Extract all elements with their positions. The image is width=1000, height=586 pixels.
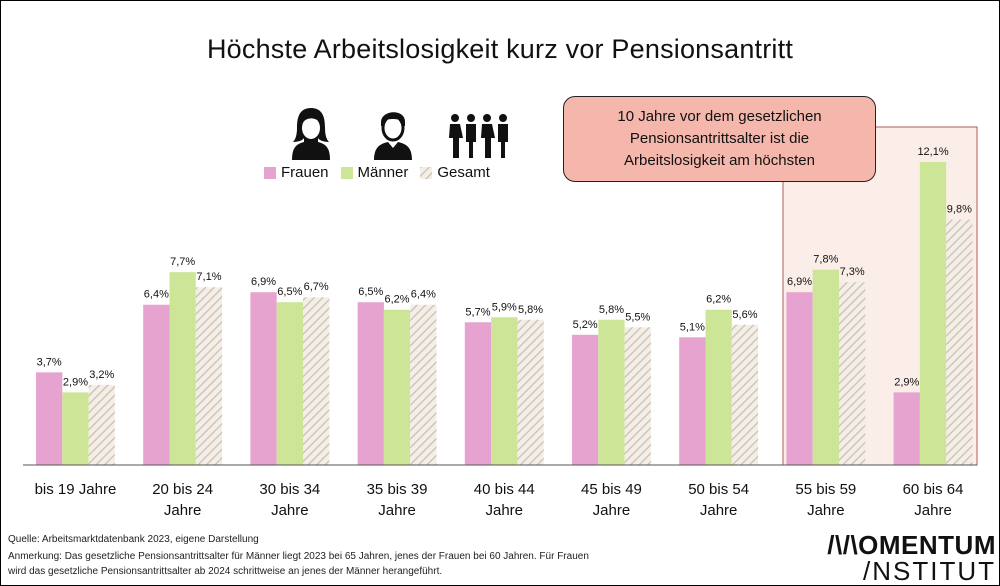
data-label-frauen-3: 6,5% bbox=[358, 286, 383, 298]
data-label-frauen-7: 6,9% bbox=[787, 276, 812, 288]
data-label-frauen-4: 5,7% bbox=[465, 306, 490, 318]
x-tick-label-6: 50 bis 54 bbox=[688, 481, 749, 498]
group-icon bbox=[449, 114, 508, 158]
data-label-maenner-6: 6,2% bbox=[706, 294, 731, 306]
man-icon bbox=[374, 112, 412, 160]
data-label-gesamt-2: 6,7% bbox=[304, 281, 329, 293]
data-label-frauen-8: 2,9% bbox=[894, 376, 919, 388]
woman-icon bbox=[292, 108, 330, 160]
data-label-gesamt-3: 6,4% bbox=[411, 289, 436, 301]
legend-item-gesamt: Gesamt bbox=[420, 164, 490, 181]
data-label-frauen-6: 5,1% bbox=[680, 321, 705, 333]
data-label-maenner-5: 5,8% bbox=[599, 304, 624, 316]
data-label-frauen-5: 5,2% bbox=[573, 319, 598, 331]
x-tick-label-5-line2: Jahre bbox=[593, 502, 631, 519]
legend-swatch-frauen bbox=[264, 166, 276, 179]
bar-maenner-7 bbox=[812, 269, 839, 465]
data-label-gesamt-0: 3,2% bbox=[89, 369, 114, 381]
bar-gesamt-8 bbox=[946, 219, 973, 465]
logo-institut: /NSTITUT bbox=[863, 556, 996, 586]
x-tick-label-8: 60 bis 64 bbox=[903, 481, 964, 498]
bar-frauen-2 bbox=[250, 292, 277, 465]
legend-label-gesamt: Gesamt bbox=[437, 164, 490, 181]
data-label-maenner-4: 5,9% bbox=[492, 301, 517, 313]
legend-label-frauen: Frauen bbox=[281, 164, 329, 181]
bar-frauen-4 bbox=[464, 322, 492, 465]
data-label-gesamt-7: 7,3% bbox=[840, 266, 865, 278]
logo-momentum: /\/\OMENTUM bbox=[827, 530, 996, 560]
bar-gesamt-6 bbox=[731, 324, 759, 465]
callout-box: 10 Jahre vor dem gesetzlichen Pensionsan… bbox=[563, 96, 876, 182]
x-tick-label-3-line2: Jahre bbox=[378, 502, 416, 519]
bar-gesamt-5 bbox=[624, 327, 651, 465]
legend-label-maenner: Männer bbox=[357, 164, 409, 181]
x-tick-label-7-line2: Jahre bbox=[807, 502, 845, 519]
x-tick-label-5: 45 bis 49 bbox=[581, 481, 642, 498]
bar-frauen-0 bbox=[36, 372, 63, 465]
bar-maenner-1 bbox=[169, 272, 196, 465]
data-label-gesamt-8: 9,8% bbox=[947, 204, 972, 216]
bar-frauen-5 bbox=[572, 334, 599, 465]
bar-gesamt-2 bbox=[303, 297, 330, 465]
x-tick-label-1: 20 bis 24 bbox=[152, 481, 213, 498]
bar-maenner-0 bbox=[62, 392, 89, 465]
legend-swatch-gesamt bbox=[420, 166, 433, 179]
footer-note-line2: wird das gesetzliche Pensionsantrittsalt… bbox=[8, 566, 443, 577]
footer-source: Quelle: Arbeitsmarktdatenbank 2023, eige… bbox=[8, 534, 259, 545]
x-tick-label-4-line2: Jahre bbox=[485, 502, 523, 519]
x-tick-label-0: bis 19 Jahre bbox=[35, 481, 117, 498]
bar-frauen-3 bbox=[357, 302, 384, 465]
x-tick-label-6-line2: Jahre bbox=[700, 502, 738, 519]
data-label-gesamt-4: 5,8% bbox=[518, 304, 543, 316]
bar-gesamt-3 bbox=[410, 304, 437, 465]
x-tick-label-2: 30 bis 34 bbox=[259, 481, 320, 498]
data-label-gesamt-1: 7,1% bbox=[196, 271, 221, 283]
x-tick-label-4: 40 bis 44 bbox=[474, 481, 535, 498]
data-label-maenner-1: 7,7% bbox=[170, 256, 195, 268]
bar-maenner-5 bbox=[598, 319, 625, 465]
chart-title: Höchste Arbeitslosigkeit kurz vor Pensio… bbox=[206, 34, 794, 64]
bar-frauen-7 bbox=[786, 292, 813, 465]
bar-frauen-8 bbox=[893, 392, 920, 465]
data-label-maenner-7: 7,8% bbox=[813, 254, 838, 266]
bar-maenner-2 bbox=[276, 302, 303, 465]
legend-item-frauen: Frauen bbox=[264, 164, 329, 181]
bar-frauen-6 bbox=[679, 337, 706, 465]
legend-item-maenner: Männer bbox=[340, 164, 409, 181]
data-label-frauen-2: 6,9% bbox=[251, 276, 276, 288]
data-label-maenner-8: 12,1% bbox=[917, 146, 948, 158]
x-tick-label-7: 55 bis 59 bbox=[795, 481, 856, 498]
data-label-gesamt-5: 5,5% bbox=[625, 311, 650, 323]
callout-text: 10 Jahre vor dem gesetzlichen Pensionsan… bbox=[617, 108, 822, 169]
data-label-frauen-0: 3,7% bbox=[37, 356, 62, 368]
legend-swatch-maenner bbox=[340, 166, 353, 179]
data-label-maenner-3: 6,2% bbox=[385, 294, 410, 306]
data-label-maenner-2: 6,5% bbox=[277, 286, 302, 298]
x-tick-label-2-line2: Jahre bbox=[271, 502, 309, 519]
legend: Frauen Männer Gesamt bbox=[264, 164, 490, 181]
bar-gesamt-1 bbox=[195, 287, 223, 465]
bar-maenner-6 bbox=[705, 309, 732, 465]
x-tick-label-1-line2: Jahre bbox=[164, 502, 202, 519]
bar-frauen-1 bbox=[143, 304, 170, 465]
data-label-frauen-1: 6,4% bbox=[144, 289, 169, 301]
bar-maenner-3 bbox=[383, 309, 411, 465]
x-tick-label-3: 35 bis 39 bbox=[367, 481, 428, 498]
bar-gesamt-4 bbox=[517, 319, 544, 465]
footer-note-line1: Anmerkung: Das gesetzliche Pensionsantri… bbox=[8, 551, 589, 562]
bar-gesamt-7 bbox=[839, 282, 866, 465]
x-tick-label-8-line2: Jahre bbox=[914, 502, 952, 519]
data-label-maenner-0: 2,9% bbox=[63, 376, 88, 388]
bar-maenner-4 bbox=[491, 317, 518, 465]
bar-maenner-8 bbox=[919, 162, 947, 465]
data-label-gesamt-6: 5,6% bbox=[732, 309, 757, 321]
bar-gesamt-0 bbox=[88, 384, 115, 465]
